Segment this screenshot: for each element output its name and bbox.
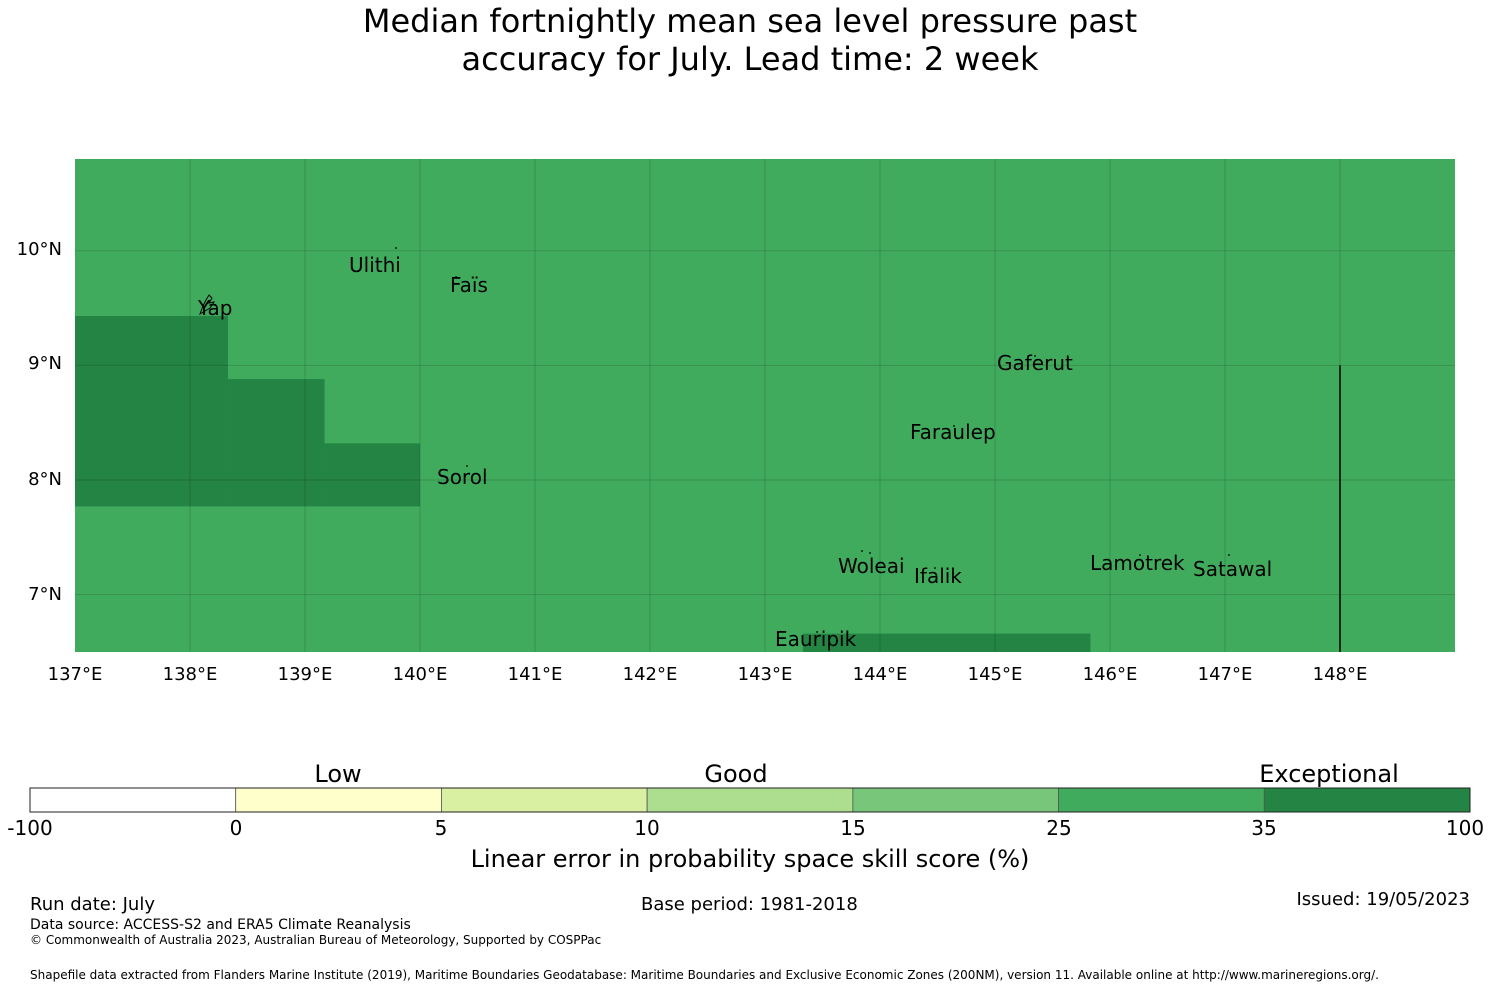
lat-label-10n: 10°N [16,239,62,260]
base-period: Base period: 1981-2018 [641,894,858,915]
legend-category-low: Low [314,760,362,788]
island-marker [861,550,863,552]
lon-label-138e: 138°E [162,664,218,685]
yap-island-shape [199,294,216,316]
lon-label-148e: 148°E [1312,664,1368,685]
island-marker [466,465,468,467]
place-label-fais: Faïs [450,273,488,297]
place-label-satawal: Satawal [1193,557,1273,581]
island-marker [455,276,457,278]
place-label-sorol: Sorol [437,465,488,489]
lon-label-143e: 143°E [737,664,793,685]
lon-label-142e: 142°E [622,664,678,685]
legend-tick-label: 15 [840,816,866,840]
legend-tick-label: -100 [7,816,53,840]
high-skill-region [75,316,228,507]
colorbar-swatch [1058,787,1265,813]
island-marker [953,425,955,427]
place-label-woleai: Woleai [838,554,905,578]
place-label-ifalik: Ifalik [914,564,962,588]
copyright: © Commonwealth of Australia 2023, Austra… [30,933,602,947]
legend-tick-label: 100 [1445,816,1485,840]
island-marker [1139,554,1141,556]
colorbar-swatch [441,787,648,813]
legend-category-exceptional: Exceptional [1259,760,1399,788]
data-source: Data source: ACCESS-S2 and ERA5 Climate … [30,917,411,933]
legend-tick-label: 10 [634,816,660,840]
legend-tick-label: 5 [434,816,448,840]
lat-label-9n: 9°N [28,353,62,374]
place-label-faraulep: Faraulep [910,420,996,444]
island-marker [395,247,397,249]
lon-label-140e: 140°E [392,664,448,685]
legend-title: Linear error in probability space skill … [470,845,1030,873]
shapefile-credit: Shapefile data extracted from Flanders M… [30,968,1379,982]
colorbar-swatch [235,787,442,813]
lon-label-139e: 139°E [277,664,333,685]
place-label-eauripik: Eauripik [775,627,857,651]
legend-category-good: Good [704,760,768,788]
place-label-gaferut: Gaferut [997,351,1073,375]
colorbar [29,787,1471,813]
legend-tick-label: 25 [1046,816,1072,840]
chart-title: Median fortnightly mean sea level pressu… [0,2,1500,78]
colorbar-swatch [852,787,1059,813]
colorbar-outline [29,787,1471,813]
island-marker [934,567,936,569]
high-skill-region [324,443,420,507]
island-marker [816,631,818,633]
place-label-lamotrek: Lamotrek [1090,551,1185,575]
legend-tick-label: 0 [229,816,243,840]
island-marker [1034,355,1036,357]
high-skill-region [227,379,325,507]
place-label-ulithi: Ulithi [349,253,401,277]
run-date: Run date: July [30,894,155,915]
high-skill-region [802,633,1091,652]
issued-date: Issued: 19/05/2023 [1296,889,1470,910]
lat-label-7n: 7°N [28,584,62,605]
lon-label-147e: 147°E [1197,664,1253,685]
lon-label-144e: 144°E [852,664,908,685]
lon-label-145e: 145°E [967,664,1023,685]
lon-label-146e: 146°E [1082,664,1138,685]
colorbar-swatch [646,787,854,813]
lon-label-137e: 137°E [47,664,103,685]
island-marker [1228,554,1230,556]
place-label-yap: Yap [198,296,233,320]
island-marker [869,552,871,554]
title-line-1: Median fortnightly mean sea level pressu… [362,2,1138,40]
lon-label-141e: 141°E [507,664,563,685]
title-line-2: accuracy for July. Lead time: 2 week [461,40,1039,78]
colorbar-swatch [29,787,237,813]
colorbar-swatch [1263,787,1471,813]
lat-label-8n: 8°N [28,469,62,490]
legend-tick-label: 35 [1251,816,1277,840]
map-area [75,159,1455,652]
